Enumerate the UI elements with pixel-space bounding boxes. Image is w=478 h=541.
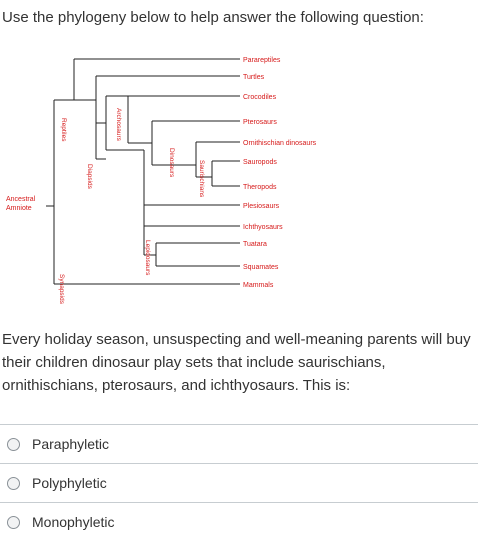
root-label: Ancestral Amniote — [6, 196, 36, 212]
taxon-label: Pterosaurs — [243, 119, 277, 126]
answer-label[interactable]: Paraphyletic — [32, 436, 110, 452]
clade-label-synapsids: Synapsids — [58, 274, 65, 305]
taxon-label: Ichthyosaurs — [243, 224, 283, 231]
clade-label-dinosaurs: Dinosaurs — [168, 148, 175, 178]
question-text: Every holiday season, unsuspecting and w… — [2, 331, 471, 394]
root-label-line2: Amniote — [6, 205, 32, 212]
radio-button[interactable] — [7, 476, 20, 490]
clade-labels: Reptiles Archosaurs Diapsids Dinosaurs S… — [58, 108, 205, 305]
taxon-label: Tuatara — [243, 241, 267, 248]
taxon-label: Plesiosaurs — [243, 203, 280, 210]
answer-label[interactable]: Monophyletic — [32, 514, 115, 530]
taxon-label: Turtles — [243, 74, 265, 81]
answer-option-paraphyletic[interactable]: Paraphyletic — [0, 425, 478, 464]
answer-label[interactable]: Polyphyletic — [32, 475, 107, 491]
taxon-label: Theropods — [243, 184, 277, 191]
taxon-label: Crocodiles — [243, 94, 277, 101]
question-intro: Use the phylogeny below to help answer t… — [2, 9, 424, 26]
phylogeny-diagram: Parareptiles Turtles Crocodiles Pterosau… — [6, 57, 317, 305]
answer-option-monophyletic[interactable]: Monophyletic — [0, 503, 478, 541]
clade-label-diapsids: Diapsids — [86, 164, 93, 190]
taxon-label: Parareptiles — [243, 57, 281, 64]
clade-label-saurischians: Saurischians — [198, 160, 205, 198]
radio-button[interactable] — [7, 437, 20, 451]
answer-list: Paraphyletic Polyphyletic Monophyletic — [0, 424, 478, 541]
answer-option-polyphyletic[interactable]: Polyphyletic — [0, 464, 478, 503]
tree-branches — [46, 58, 240, 285]
radio-button[interactable] — [7, 515, 20, 529]
clade-label-lepidosaurs: Lepidosaurs — [144, 240, 151, 276]
root-label-line1: Ancestral — [6, 196, 36, 203]
taxon-labels: Parareptiles Turtles Crocodiles Pterosau… — [243, 57, 317, 289]
clade-label-reptiles: Reptiles — [60, 118, 67, 142]
clade-label-archosaurs: Archosaurs — [115, 108, 122, 142]
taxon-label: Mammals — [243, 282, 274, 289]
taxon-label: Ornithischian dinosaurs — [243, 140, 317, 147]
taxon-label: Squamates — [243, 264, 279, 271]
taxon-label: Sauropods — [243, 159, 277, 166]
